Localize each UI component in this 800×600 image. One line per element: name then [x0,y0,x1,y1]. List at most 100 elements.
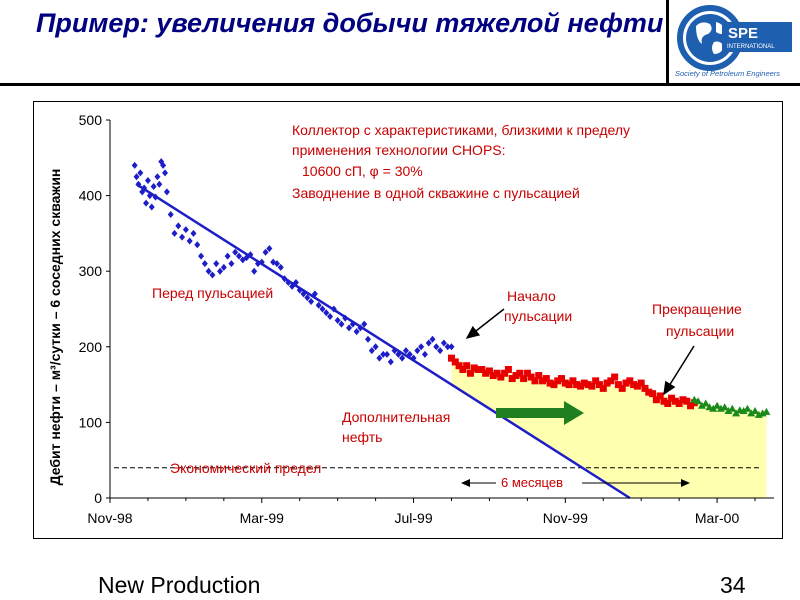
data-point [645,388,653,396]
data-point [497,373,505,381]
reservoir-note-line2: применения технологии CHOPS: [292,142,506,158]
data-point [376,354,383,362]
data-point [599,384,607,392]
data-point [154,173,161,181]
data-point [190,229,197,237]
data-point [558,375,566,383]
data-point [565,381,573,389]
data-point [433,343,440,351]
data-point [630,381,638,389]
y-tick-label: 300 [79,263,103,279]
data-point [338,320,345,328]
data-point [146,192,153,200]
data-point [150,183,157,191]
decline-trend-line [135,183,631,500]
data-point [523,369,531,377]
data-point [573,381,581,389]
data-point [451,358,459,366]
data-point [296,286,303,294]
data-point [289,282,296,290]
data-point [592,377,600,385]
data-point [380,350,387,358]
data-point [728,404,737,412]
data-point [300,290,307,298]
title-divider-horizontal [0,83,800,86]
data-point [622,379,630,387]
data-point [361,320,368,328]
data-point [724,407,733,415]
data-point [539,377,547,385]
data-point [262,248,269,256]
reservoir-note-line4: Заводнение в одной скважине с пульсацией [292,185,580,201]
data-point [607,377,615,385]
data-point [508,375,516,383]
data-point [372,343,379,351]
data-point [626,377,634,385]
y-tick-label: 100 [79,414,103,430]
additional-oil-area-layer [451,358,767,498]
data-point [687,402,695,410]
data-point [701,399,710,407]
data-point [739,407,748,415]
data-point [576,382,584,390]
data-point [489,372,497,380]
data-point [520,375,528,383]
data-point [512,372,520,380]
data-point [618,384,626,392]
data-point [447,354,455,362]
additional-oil-arrow [496,401,584,425]
data-point [455,362,463,370]
data-point [414,347,421,355]
data-point [349,320,356,328]
data-point [391,347,398,355]
data-point [346,324,353,332]
data-point [732,409,741,417]
data-point [641,384,649,392]
trend-line-layer [135,183,631,500]
data-point [135,180,142,188]
spe-logo: SPE INTERNATIONAL Society of Petroleum E… [675,5,792,78]
data-point [751,407,760,415]
data-point [228,260,235,268]
data-point [270,258,277,266]
axes-layer: 0 100 200 300 400 500 Nov-98 Mar-99 Jul-99 Nov-99… [47,112,774,526]
data-point [148,203,155,211]
data-point [448,343,455,351]
data-point [353,328,360,336]
data-point [315,301,322,309]
data-point [162,169,169,177]
data-point [485,367,493,375]
data-point [614,381,622,389]
data-point [709,404,718,412]
six-months-label-bg [496,474,582,491]
data-point [595,381,603,389]
data-point [504,365,512,373]
data-point [251,267,258,275]
data-point [410,354,417,362]
data-point [554,377,562,385]
data-point [281,275,288,283]
data-point [584,381,592,389]
start-pulsing-pointer [465,308,505,339]
data-point [399,354,406,362]
six-months-label: 6 месяцев [501,475,563,490]
data-point [141,184,148,192]
title-divider-vertical [666,0,669,86]
data-point [171,229,178,237]
data-point [273,260,280,268]
data-point [152,193,159,201]
data-point [664,400,672,407]
data-point [133,173,140,181]
data-point [720,403,729,411]
data-point [311,290,318,298]
data-point [368,347,375,355]
x-tick-label: Mar-99 [240,510,285,526]
data-point [611,373,619,381]
data-point [437,347,444,355]
data-point [163,188,170,196]
data-point [220,263,227,271]
data-point [546,379,554,387]
data-point [182,226,189,234]
data-point [308,297,315,305]
data-points-layer [131,158,771,418]
